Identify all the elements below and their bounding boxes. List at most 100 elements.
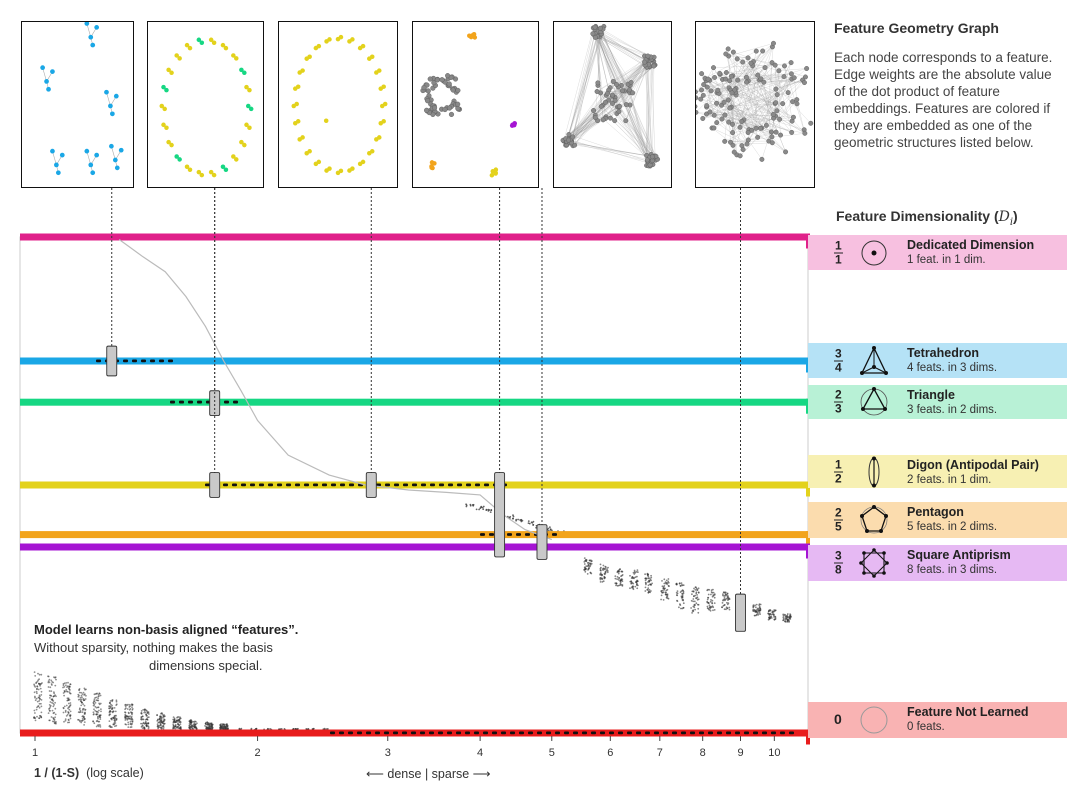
marker-box-3 [365, 472, 377, 498]
scatter-dot [172, 718, 175, 721]
scatter-dot [191, 720, 194, 723]
graph-node [737, 153, 743, 159]
scatter-dot [676, 590, 679, 592]
plateau-dash [480, 533, 485, 536]
scatter-dot [69, 683, 72, 686]
scatter-dot [49, 694, 52, 697]
scatter-dot [81, 720, 83, 722]
scatter-dot [712, 606, 715, 609]
scatter-dot [636, 582, 638, 585]
scatter-dot [131, 722, 134, 725]
level-description: 3 feats. in 2 dims. [907, 404, 998, 416]
scatter-dot [40, 673, 43, 676]
graph-edge [644, 62, 653, 157]
graph-edge [775, 76, 806, 117]
graph-node [623, 118, 629, 124]
scatter-dot [80, 701, 83, 704]
scatter-dot [527, 520, 530, 522]
scatter-dot [188, 720, 191, 722]
graph-node [753, 48, 759, 54]
scatter-dot [40, 690, 43, 693]
graph-edge [608, 99, 648, 162]
scatter-dot [80, 691, 83, 694]
scatter-dot [47, 675, 49, 678]
graph-edge [696, 75, 733, 113]
scatter-dot [115, 724, 118, 727]
scatter-dot [128, 706, 131, 708]
scatter-dot [583, 557, 586, 559]
plateau-dash [268, 483, 273, 487]
graph-node [55, 170, 61, 176]
scatter-dot [690, 607, 692, 609]
scatter-dot [112, 716, 114, 719]
level-fraction-den: 4 [835, 360, 842, 374]
scatter-dot [131, 709, 134, 711]
scatter-dot [786, 613, 789, 615]
graph-edge [707, 87, 733, 133]
scatter-dot [712, 609, 714, 612]
scatter-dot [676, 600, 679, 602]
scatter-dot [159, 715, 162, 718]
scatter-dot [131, 704, 134, 706]
graph-edge [706, 103, 783, 108]
graph-node [788, 60, 794, 66]
scatter-dot [83, 713, 86, 715]
graph-node [174, 154, 179, 159]
scatter-dot [694, 604, 696, 606]
scatter-dot [711, 599, 714, 602]
scatter-dot [48, 678, 51, 681]
scatter-dot [782, 619, 784, 622]
graph-edge [600, 34, 650, 62]
plateau-dash [735, 731, 740, 735]
scatter-dot [710, 606, 713, 609]
scatter-dot [53, 720, 56, 723]
scatter-dot [644, 586, 647, 589]
scatter-dot [722, 593, 724, 595]
scatter-dot [179, 717, 182, 720]
scatter-dot [682, 592, 685, 595]
graph-node [739, 119, 745, 124]
graph-edge [646, 61, 650, 156]
scatter-dot [616, 576, 619, 578]
graph-node [762, 65, 768, 71]
scatter-dot [68, 685, 71, 688]
graph-node [109, 143, 114, 149]
plateau-dash [224, 400, 229, 404]
level-line-antiprism [20, 543, 808, 551]
graph-node [791, 75, 797, 81]
graph-node [776, 68, 782, 74]
scatter-dot [635, 571, 638, 573]
graph-node [735, 77, 741, 83]
graph-node [300, 135, 305, 140]
scatter-dot [110, 703, 112, 706]
scatter-dot [52, 702, 55, 705]
scatter-dot [38, 696, 40, 699]
plateau-dash [699, 731, 704, 735]
plateau-dash [447, 731, 452, 735]
scatter-dot [681, 592, 683, 595]
scatter-dot [163, 718, 166, 721]
graph-edge [566, 92, 601, 142]
scatter-dot [67, 702, 70, 705]
graph-node [730, 130, 736, 136]
graph-node [421, 85, 427, 91]
graph-node [430, 165, 435, 171]
graph-node [84, 22, 90, 26]
plateau-dash [627, 731, 632, 735]
scatter-dot [695, 602, 698, 605]
scatter-dot [619, 584, 621, 586]
scatter-dot [97, 706, 100, 709]
thumbnail-1 [21, 21, 134, 188]
scatter-dot [146, 711, 149, 713]
scatter-dot [84, 709, 86, 711]
graph-node [748, 60, 754, 66]
graph-node [759, 156, 765, 162]
graph-node [300, 68, 305, 73]
graph-node [472, 35, 478, 40]
graph-node [598, 103, 604, 109]
scatter-dot [67, 699, 70, 701]
scatter-dot [37, 672, 39, 675]
scatter-dot [707, 593, 710, 596]
graph-edge [732, 46, 773, 133]
